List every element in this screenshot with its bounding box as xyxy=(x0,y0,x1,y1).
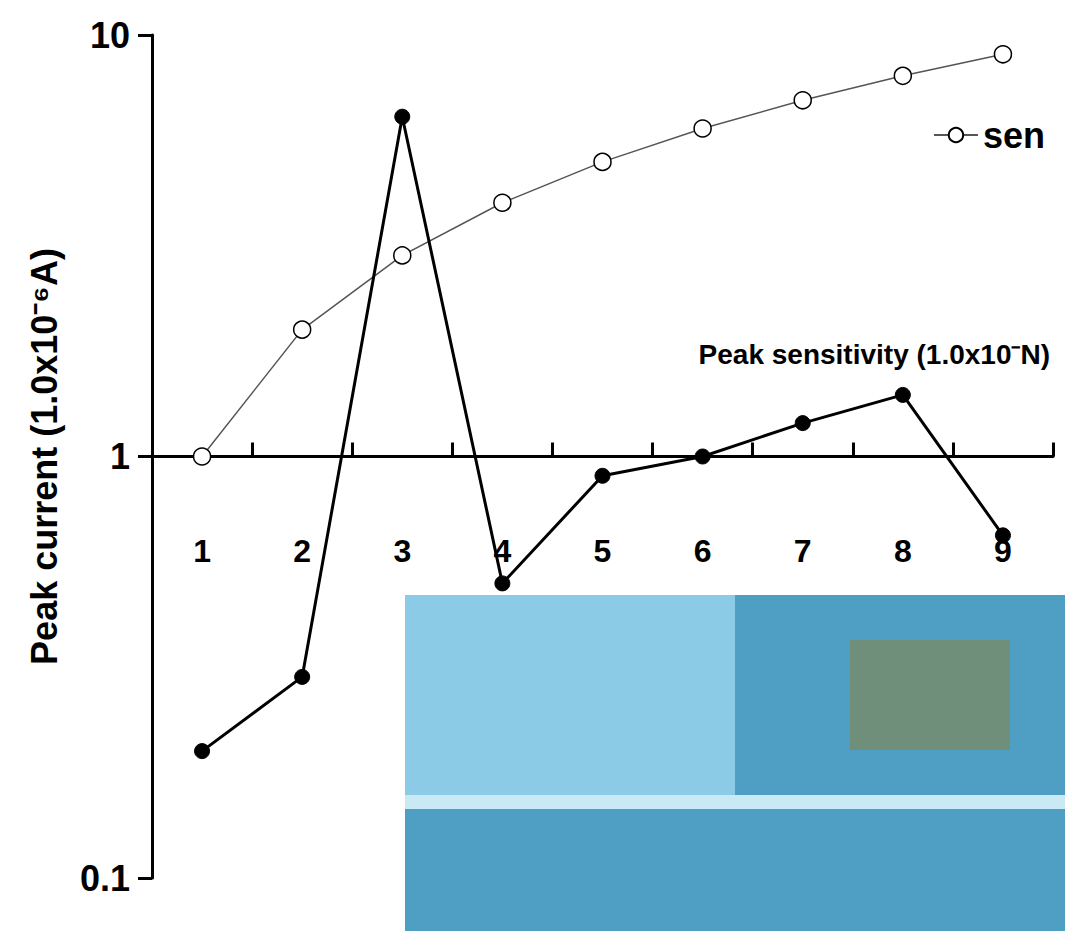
svg-text:5: 5 xyxy=(594,533,612,569)
svg-text:10: 10 xyxy=(90,15,130,56)
svg-text:8: 8 xyxy=(894,533,912,569)
svg-text:Peak sensitivity (1.0x10⁻N): Peak sensitivity (1.0x10⁻N) xyxy=(699,339,1050,370)
svg-text:sen: sen xyxy=(983,115,1045,156)
svg-text:3: 3 xyxy=(393,533,411,569)
svg-text:Peak current (1.0x10⁻⁶A): Peak current (1.0x10⁻⁶A) xyxy=(24,248,65,665)
svg-text:1: 1 xyxy=(193,533,211,569)
svg-text:1: 1 xyxy=(110,436,130,477)
svg-text:7: 7 xyxy=(794,533,812,569)
svg-text:6: 6 xyxy=(694,533,712,569)
svg-text:9: 9 xyxy=(994,532,1012,569)
svg-text:2: 2 xyxy=(293,533,311,569)
svg-text:4: 4 xyxy=(493,532,512,569)
svg-text:0.1: 0.1 xyxy=(80,858,130,899)
